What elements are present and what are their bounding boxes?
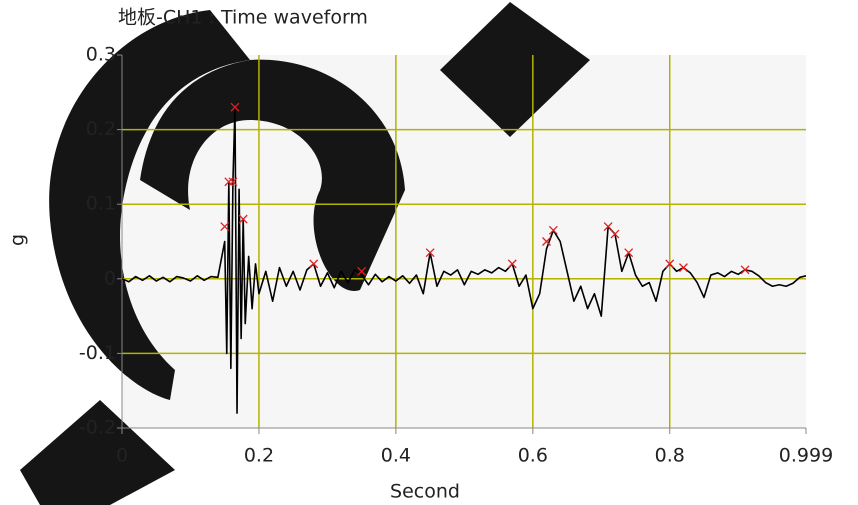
peak-marker (624, 248, 634, 258)
y-tick-label: 0 (104, 267, 116, 289)
watermark-triangle (20, 400, 175, 505)
peak-marker (220, 222, 230, 232)
peak-marker (238, 214, 248, 224)
peak-marker (228, 177, 238, 187)
x-tick-label: 0.2 (244, 445, 274, 467)
chart-title: 地板-CH1 : Time waveform (118, 7, 368, 29)
peak-marker (678, 263, 688, 273)
y-tick-label: 0.1 (86, 193, 116, 215)
x-tick-label: 0.4 (381, 445, 411, 467)
y-tick-label: -0.1 (79, 342, 116, 364)
peak-marker (357, 266, 367, 276)
x-tick-label: 0 (116, 445, 128, 467)
peak-marker (610, 229, 620, 239)
watermark-arc (49, 10, 250, 400)
watermark-arc (140, 59, 405, 291)
x-tick-label: 0.6 (518, 445, 548, 467)
watermark-diamond (440, 2, 590, 137)
peak-marker (230, 102, 240, 112)
x-axis-label: Second (390, 481, 460, 503)
peak-marker (425, 248, 435, 258)
peak-marker (507, 259, 517, 269)
y-tick-label: 0.2 (86, 118, 116, 140)
y-tick-label: 0.3 (86, 44, 116, 66)
y-tick-label: -0.2 (79, 417, 116, 439)
peak-marker (603, 222, 613, 232)
peak-marker (665, 259, 675, 269)
peak-marker (542, 237, 551, 246)
peak-marker (309, 259, 319, 269)
x-tick-label: 0.999 (779, 445, 833, 467)
x-tick-label: 0.8 (655, 445, 685, 467)
watermark (20, 2, 590, 505)
peak-marker (224, 177, 234, 187)
data (121, 102, 807, 414)
y-axis-label: g (7, 234, 29, 246)
peak-marker (740, 265, 750, 275)
peak-marker (548, 225, 558, 235)
